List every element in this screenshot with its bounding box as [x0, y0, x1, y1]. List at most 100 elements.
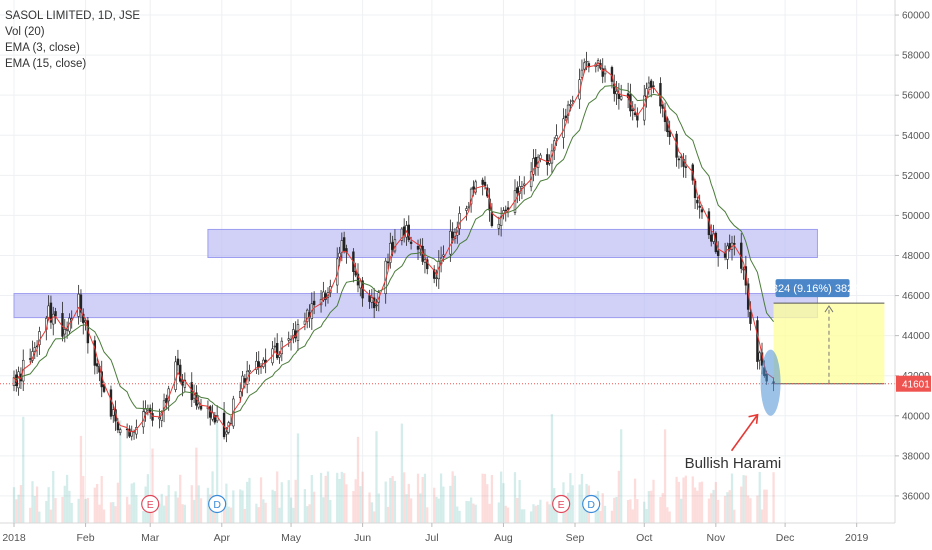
volume-bar — [453, 475, 457, 523]
candle-body — [375, 304, 378, 307]
candle-body — [17, 371, 20, 389]
harami-highlight — [760, 349, 781, 416]
x-axis-panel — [0, 523, 932, 550]
candle — [432, 265, 436, 284]
candle-body — [368, 295, 371, 302]
volume-bar — [213, 510, 216, 523]
volume-bar — [451, 471, 454, 523]
event-marker-letter: D — [587, 499, 595, 511]
candle — [386, 253, 390, 270]
volume-bar — [747, 495, 750, 523]
candle-body — [112, 409, 115, 416]
candle-body — [248, 370, 251, 373]
volume-bar — [216, 423, 219, 523]
volume-bar — [125, 496, 129, 523]
candle-body — [416, 246, 420, 250]
volume-bar — [98, 504, 101, 523]
volume-bar — [400, 423, 403, 523]
volume-bar — [167, 485, 170, 523]
volume-bar — [375, 431, 378, 523]
candle-body — [617, 93, 621, 100]
candle-body — [386, 261, 390, 264]
event-marker-letter: D — [213, 499, 221, 511]
volume-bar — [513, 472, 517, 523]
volume-bar — [523, 509, 526, 523]
volume-bar — [86, 497, 90, 523]
volume-bar — [458, 510, 461, 523]
candle — [532, 149, 535, 182]
candle-body — [179, 364, 182, 382]
candle-body — [474, 181, 477, 193]
volume-bar — [70, 502, 73, 523]
candle — [758, 350, 761, 370]
candle — [449, 219, 452, 262]
indicator-ema15[interactable]: EMA (15, close) — [5, 58, 87, 70]
volume-bar — [583, 500, 586, 523]
candle-body — [278, 354, 281, 358]
volume-bar — [758, 471, 761, 523]
candle-body — [539, 154, 542, 159]
volume-bar — [772, 472, 775, 523]
candle — [213, 411, 217, 425]
candle — [677, 155, 681, 169]
dividend-marker-icon: D — [582, 494, 601, 514]
candle-body — [432, 269, 436, 279]
candle-body — [603, 68, 607, 75]
volume-bar — [306, 506, 309, 523]
volume-bar — [723, 495, 727, 523]
candle — [458, 206, 461, 235]
volume-bar — [15, 499, 18, 523]
volume-bar — [546, 501, 549, 523]
volume-bar — [151, 448, 154, 523]
volume-bar — [49, 509, 53, 523]
volume-bar — [278, 507, 281, 523]
symbol-title[interactable]: SASOL LIMITED, 1D, JSE — [5, 10, 141, 22]
volume-bar — [227, 506, 230, 523]
candle-body — [33, 347, 36, 352]
candle-body — [174, 361, 177, 390]
x-tick-label: Oct — [636, 532, 652, 544]
candle-body — [569, 103, 572, 106]
volume-bar — [740, 486, 743, 523]
volume-bar — [243, 508, 247, 523]
volume-bar — [416, 473, 420, 523]
volume-bar — [756, 495, 759, 523]
y-tick-label: 36000 — [902, 491, 930, 502]
y-tick-label: 40000 — [902, 411, 930, 422]
volume-bar — [343, 473, 346, 523]
candle-body — [469, 188, 473, 205]
volume-bar — [356, 436, 360, 523]
x-tick-label: Nov — [707, 532, 726, 544]
volume-bar — [35, 486, 39, 523]
volume-bar — [603, 505, 607, 523]
candle-body — [77, 293, 80, 317]
volume-bar — [506, 507, 510, 523]
indicator-volume[interactable]: Vol (20) — [5, 26, 45, 38]
volume-bar — [130, 483, 133, 523]
volume-bar — [486, 484, 489, 523]
volume-bar — [421, 476, 424, 523]
volume-bar — [63, 485, 66, 523]
volume-bar — [352, 491, 355, 523]
volume-bar — [273, 491, 277, 523]
volume-bar — [520, 509, 524, 523]
candle-body — [583, 62, 586, 70]
volume-bar — [241, 490, 244, 523]
indicator-ema3[interactable]: EMA (3, close) — [5, 42, 80, 54]
y-tick-label: 52000 — [902, 171, 930, 182]
volume-bar — [361, 471, 364, 523]
candle-body — [342, 237, 346, 251]
candle — [356, 263, 360, 293]
volume-bar — [652, 479, 655, 523]
candle — [179, 359, 182, 384]
volume-bar — [93, 487, 96, 523]
volume-bar — [31, 481, 34, 523]
candle-body — [458, 213, 461, 229]
candle — [416, 239, 420, 261]
candle-body — [160, 412, 163, 421]
volume-bar — [439, 473, 443, 523]
candle — [255, 352, 258, 375]
volume-bar — [760, 509, 764, 523]
x-tick-label: Jul — [425, 532, 438, 544]
